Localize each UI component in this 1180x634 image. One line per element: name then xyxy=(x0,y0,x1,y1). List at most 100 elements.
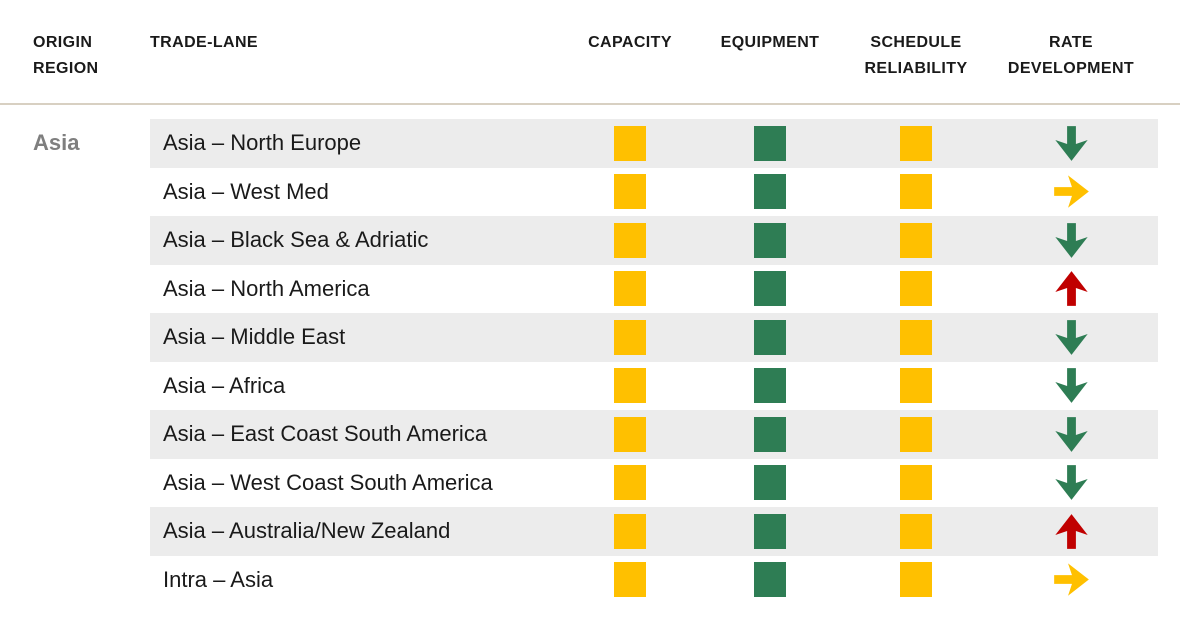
row-band: Asia – West Med xyxy=(150,168,1158,217)
schedule-reliability-status-square xyxy=(900,174,932,210)
schedule-reliability-status-square xyxy=(900,416,932,452)
row-band: Asia – West Coast South America xyxy=(150,459,1158,508)
down-arrow-icon xyxy=(1054,416,1088,452)
row-band: Asia – North Europe xyxy=(150,119,1158,168)
capacity-status-square xyxy=(614,174,646,210)
capacity-cell xyxy=(560,319,700,355)
down-arrow-icon xyxy=(1054,368,1088,404)
equipment-cell xyxy=(700,368,840,404)
up-arrow-icon xyxy=(1054,271,1088,307)
trade-lane-label: Asia – North Europe xyxy=(163,130,362,156)
origin-region-label xyxy=(0,556,150,605)
schedule-reliability-cell xyxy=(840,222,992,258)
rate-development-cell xyxy=(992,125,1150,162)
column-header-schedule-reliability: SCHEDULE RELIABILITY xyxy=(864,34,968,77)
capacity-cell xyxy=(560,416,700,452)
origin-region-label xyxy=(0,216,150,265)
equipment-cell xyxy=(700,319,840,355)
schedule-reliability-status-square xyxy=(900,271,932,307)
up-arrow-icon xyxy=(1054,513,1088,549)
schedule-reliability-cell xyxy=(840,319,992,355)
equipment-status-square xyxy=(754,222,786,258)
equipment-cell xyxy=(700,416,840,452)
schedule-reliability-cell xyxy=(840,271,992,307)
equipment-cell xyxy=(700,222,840,258)
schedule-reliability-status-square xyxy=(900,319,932,355)
trade-lane-label: Asia – West Med xyxy=(163,178,329,204)
equipment-status-square xyxy=(754,416,786,452)
capacity-status-square xyxy=(614,271,646,307)
schedule-reliability-cell xyxy=(840,368,992,404)
rate-development-cell xyxy=(992,270,1150,307)
trade-lane-label: Asia – East Coast South America xyxy=(163,421,488,447)
rate-development-cell xyxy=(992,222,1150,259)
equipment-status-square xyxy=(754,368,786,404)
table-row: Asia – West Coast South America xyxy=(0,459,1180,508)
schedule-reliability-cell xyxy=(840,562,992,598)
equipment-cell xyxy=(700,125,840,161)
equipment-status-square xyxy=(754,174,786,210)
schedule-reliability-status-square xyxy=(900,513,932,549)
equipment-status-square xyxy=(754,465,786,501)
trade-lane-label: Intra – Asia xyxy=(163,566,274,592)
schedule-reliability-status-square xyxy=(900,368,932,404)
table-row: Asia – East Coast South America xyxy=(0,410,1180,459)
origin-region-label xyxy=(0,410,150,459)
table-row: Asia Asia – North Europe xyxy=(0,119,1180,168)
origin-region-label: Asia xyxy=(33,130,80,156)
rate-development-cell xyxy=(992,319,1150,356)
column-header-origin-region: ORIGIN REGION xyxy=(33,34,99,77)
table-row: Asia – North America xyxy=(0,265,1180,314)
schedule-reliability-status-square xyxy=(900,465,932,501)
capacity-cell xyxy=(560,271,700,307)
trade-lane-label: Asia – West Coast South America xyxy=(163,469,493,495)
equipment-status-square xyxy=(754,562,786,598)
rate-development-cell xyxy=(992,513,1150,550)
trade-lane-label: Asia – North America xyxy=(163,275,370,301)
capacity-cell xyxy=(560,513,700,549)
equipment-status-square xyxy=(754,513,786,549)
capacity-status-square xyxy=(614,416,646,452)
down-arrow-icon xyxy=(1054,319,1088,355)
capacity-cell xyxy=(560,368,700,404)
trade-lane-label: Asia – Australia/New Zealand xyxy=(163,518,451,544)
table-row: Asia – Africa xyxy=(0,362,1180,411)
capacity-cell xyxy=(560,562,700,598)
down-arrow-icon xyxy=(1054,465,1088,501)
equipment-status-square xyxy=(754,319,786,355)
capacity-status-square xyxy=(614,562,646,598)
schedule-reliability-cell xyxy=(840,125,992,161)
capacity-cell xyxy=(560,465,700,501)
row-band: Asia – Black Sea & Adriatic xyxy=(150,216,1158,265)
table-header-row: ORIGIN REGION TRADE-LANE CAPACITY EQUIPM… xyxy=(0,0,1180,105)
equipment-cell xyxy=(700,271,840,307)
column-header-equipment: EQUIPMENT xyxy=(720,34,820,51)
rate-development-cell xyxy=(992,561,1150,598)
down-arrow-icon xyxy=(1054,125,1088,161)
origin-region-label xyxy=(0,507,150,556)
schedule-reliability-cell xyxy=(840,465,992,501)
trade-lane-label: Asia – Africa xyxy=(163,372,286,398)
table-row: Asia – Black Sea & Adriatic xyxy=(0,216,1180,265)
origin-region-label xyxy=(0,265,150,314)
trade-lane-label: Asia – Middle East xyxy=(163,324,346,350)
table-rows: Asia Asia – North Europe Asia – West Med… xyxy=(0,119,1180,604)
schedule-reliability-status-square xyxy=(900,125,932,161)
capacity-status-square xyxy=(614,125,646,161)
table-row: Intra – Asia xyxy=(0,556,1180,605)
equipment-cell xyxy=(700,465,840,501)
right-arrow-icon xyxy=(1053,175,1089,208)
capacity-cell xyxy=(560,174,700,210)
table-row: Asia – Australia/New Zealand xyxy=(0,507,1180,556)
origin-region-label xyxy=(0,459,150,508)
equipment-cell xyxy=(700,513,840,549)
equipment-cell xyxy=(700,562,840,598)
schedule-reliability-status-square xyxy=(900,562,932,598)
origin-region-label xyxy=(0,313,150,362)
schedule-reliability-cell xyxy=(840,174,992,210)
down-arrow-icon xyxy=(1054,222,1088,258)
equipment-cell xyxy=(700,174,840,210)
schedule-reliability-status-square xyxy=(900,222,932,258)
capacity-cell xyxy=(560,222,700,258)
